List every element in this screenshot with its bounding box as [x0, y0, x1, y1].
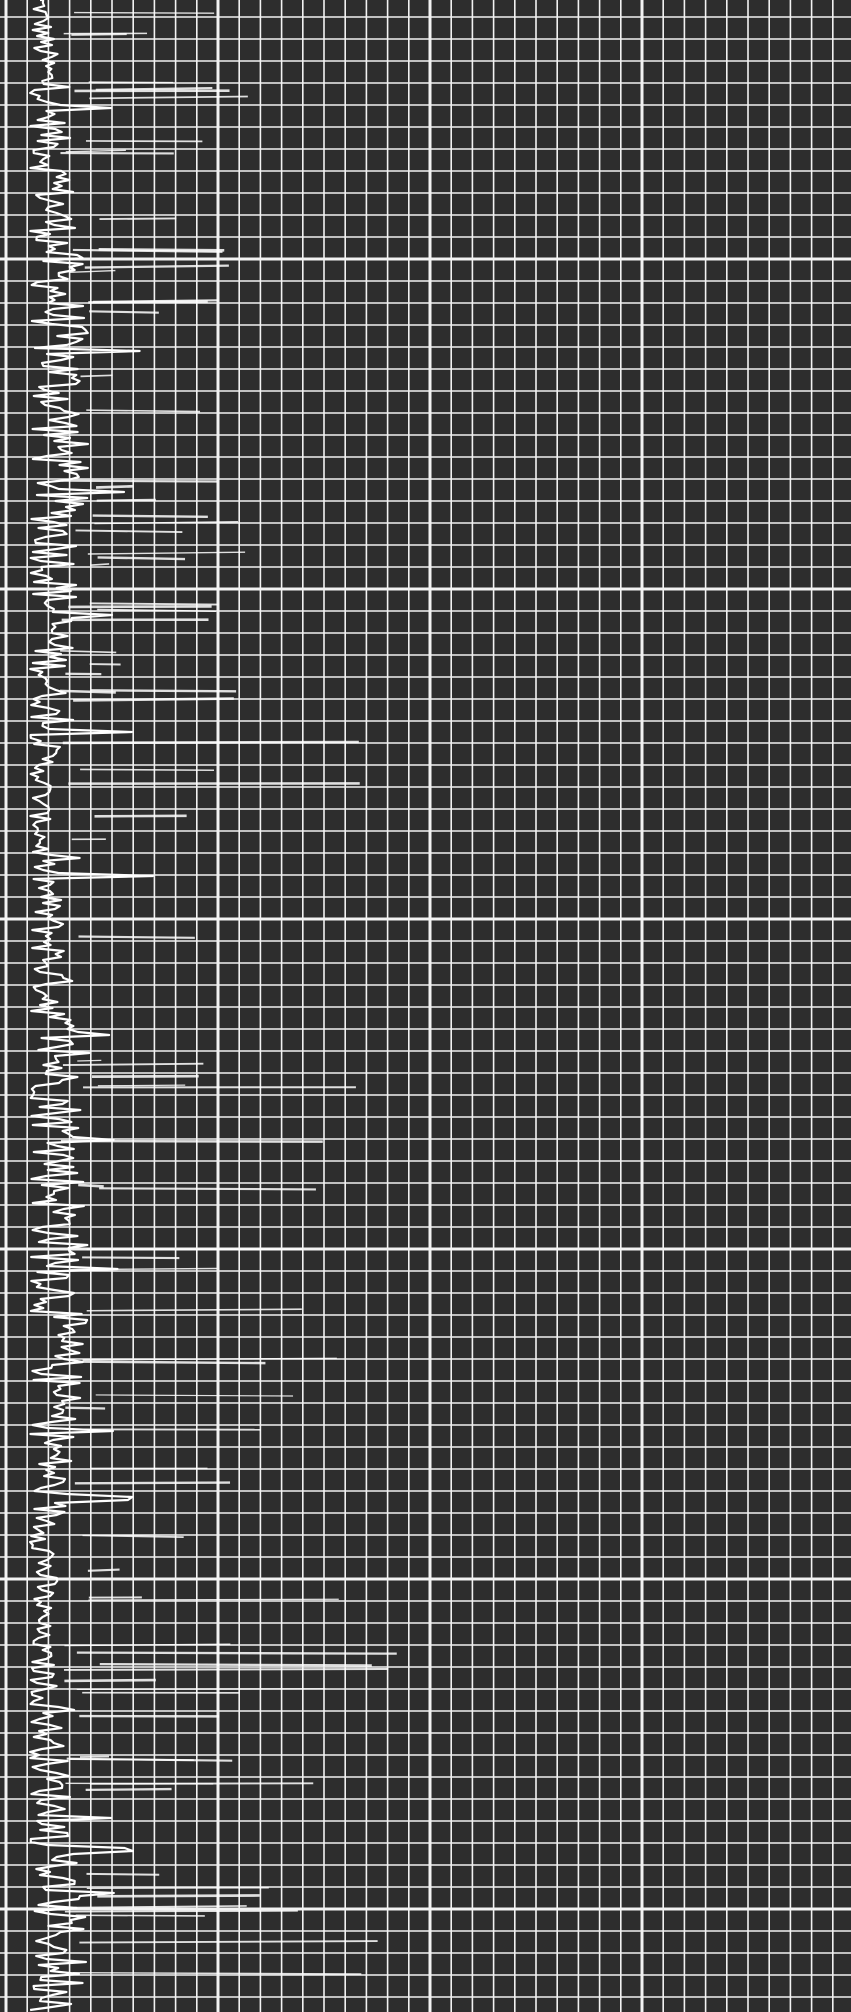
trace-spike — [72, 248, 223, 253]
trace-spike — [82, 1534, 184, 1538]
trace-spike — [76, 1688, 326, 1690]
trace-spike — [65, 1406, 106, 1410]
trace-spike — [75, 1914, 205, 1917]
trace-spike — [74, 1905, 247, 1909]
trace-spike — [92, 514, 208, 518]
trace — [29, 0, 397, 2012]
trace-spike — [78, 935, 195, 939]
trace-spike — [95, 86, 213, 91]
trace-spike — [77, 1059, 102, 1062]
trace-spike — [97, 1894, 260, 1898]
trace-spike — [74, 11, 215, 14]
trace-spike — [88, 300, 208, 304]
trace-spike — [74, 1481, 231, 1485]
trace-spike — [82, 1360, 266, 1365]
trace-spike — [96, 484, 134, 489]
trace-spike — [64, 1668, 389, 1671]
trace-spike — [89, 95, 248, 100]
trace-spike — [84, 264, 229, 269]
trace-spike — [96, 498, 156, 502]
trace-spike — [62, 740, 359, 745]
trace-spike — [82, 1256, 180, 1260]
trace-spike — [87, 551, 246, 555]
trace-spike — [95, 1394, 294, 1397]
trace-spike — [65, 149, 126, 153]
trace-spike — [97, 608, 216, 613]
trace-spike — [64, 1910, 298, 1913]
trace-spike — [65, 1782, 214, 1785]
trace-spike — [85, 1787, 172, 1792]
trace-spike — [94, 521, 239, 525]
trace-spike — [89, 310, 159, 314]
recorder-trace — [29, 0, 154, 2012]
trace-spike — [99, 217, 177, 221]
trace-spike — [97, 556, 186, 561]
trace-spike — [60, 1139, 323, 1143]
trace-spike — [64, 1643, 231, 1647]
trace-spike — [86, 1308, 302, 1312]
trace-spike — [70, 1267, 217, 1271]
trace-spike — [64, 1678, 156, 1683]
trace-spike — [86, 1887, 269, 1890]
trace-spike — [73, 697, 234, 702]
trace-spike — [78, 1183, 104, 1188]
trace-spike — [72, 1971, 362, 1975]
trace-spike — [69, 269, 116, 274]
trace-spike — [60, 689, 116, 694]
trace-spike — [60, 649, 117, 654]
trace-spike — [80, 374, 113, 378]
trace-spike — [90, 563, 110, 566]
trace-spike — [66, 1757, 233, 1762]
trace-spike — [97, 1084, 186, 1087]
trace-spike — [61, 479, 218, 483]
trace-spike — [79, 1940, 378, 1944]
trace-spike — [80, 768, 215, 772]
trace-spike — [62, 1062, 204, 1067]
trace-spike — [75, 529, 183, 534]
trace-spike — [89, 602, 219, 606]
trace-spike — [86, 409, 201, 413]
trace-spike — [82, 1357, 337, 1361]
trace-spike — [86, 1872, 160, 1876]
trace-spike — [99, 1187, 316, 1191]
trace-spike — [87, 1568, 120, 1572]
trace-spike — [99, 1663, 372, 1667]
trace-spike — [76, 1651, 397, 1655]
trace-spike — [91, 689, 237, 693]
trace-spike — [71, 32, 127, 36]
trace-spike — [88, 1598, 339, 1601]
